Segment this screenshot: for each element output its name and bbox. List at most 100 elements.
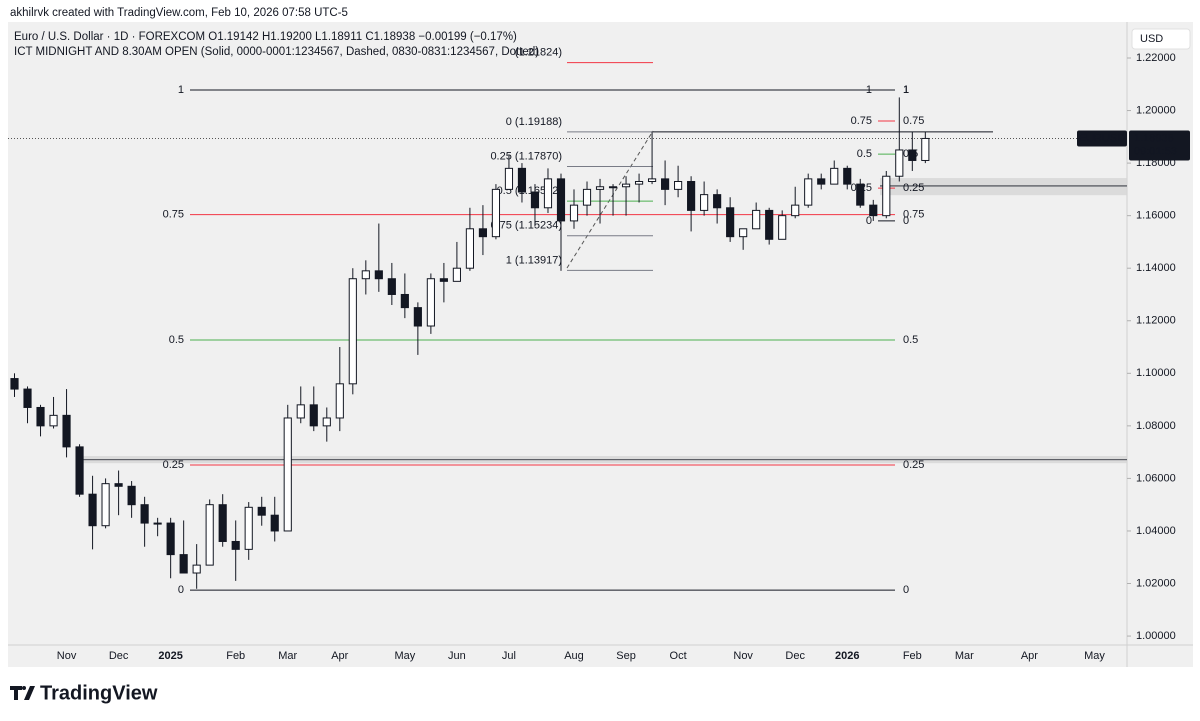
candle-body [713, 194, 722, 209]
fib-label: 0 [178, 584, 184, 596]
fib-label: 0.5 [903, 334, 918, 346]
fib-label: 0 [866, 215, 872, 227]
candle-body [114, 483, 123, 487]
price-tag-name: EURUSD [1079, 132, 1126, 144]
price-tag-value: 1.18938 [1134, 132, 1174, 144]
y-tick-label: 1.12000 [1136, 315, 1176, 327]
fib-label: 0 [903, 584, 909, 596]
candle-body [192, 564, 201, 574]
x-tick-label: Mar [955, 650, 974, 662]
candle-body [283, 417, 292, 532]
candle-body [687, 180, 696, 211]
candle-body [843, 167, 852, 185]
currency-box[interactable] [1131, 28, 1191, 50]
candle-body [647, 178, 657, 182]
candle-body [895, 149, 904, 177]
candle-body [36, 406, 45, 427]
candle-body [752, 209, 761, 230]
candle-body [387, 278, 396, 295]
candle-body [908, 149, 917, 161]
fib-label: 1 [178, 84, 184, 96]
candle-body [426, 278, 435, 327]
fib-label: 0.5 [169, 334, 184, 346]
candle-body [270, 514, 279, 532]
x-tick-label: Feb [903, 650, 922, 662]
candle-body [439, 278, 448, 282]
fib-label: 0.5 [857, 148, 872, 160]
candle-body [582, 188, 592, 206]
price-tag-countdown: 09:01:53 [1134, 145, 1177, 157]
candle-body [739, 228, 748, 238]
currency[interactable]: USD [1140, 33, 1163, 45]
fib-label: 0.25 [163, 459, 184, 471]
candle-body [49, 414, 58, 427]
fib-label: 0.75 [851, 115, 872, 127]
x-tick-label: Jun [448, 650, 466, 662]
y-tick-label: 1.02000 [1136, 577, 1176, 589]
candle-body [674, 180, 683, 190]
candle-body [621, 183, 631, 188]
x-tick-label: Dec [785, 650, 805, 662]
candle-body [634, 180, 644, 185]
x-tick-label: Mar [278, 650, 297, 662]
x-tick-label: 2025 [158, 650, 182, 662]
x-tick-label: Sep [616, 650, 636, 662]
candle-body [465, 228, 474, 269]
trend-line [566, 130, 654, 269]
candle-body [400, 293, 409, 309]
candle-body [869, 204, 878, 217]
candle-body [543, 178, 553, 209]
candle-body [205, 504, 214, 566]
fib-label: (1.21824) [515, 47, 562, 59]
y-tick-label: 1.10000 [1136, 367, 1176, 379]
credit: akhilrvk created with TradingView.com, F… [10, 7, 348, 19]
candle-body [257, 506, 266, 516]
candle-body [517, 167, 527, 193]
fib-label: 0.25 [903, 459, 924, 471]
candle-body [452, 267, 461, 282]
candle-body [218, 504, 227, 542]
fib-label: 1 [903, 84, 909, 96]
candle-body [361, 270, 370, 280]
x-tick-label: Apr [331, 650, 348, 662]
candle-body [830, 167, 839, 185]
candle-body [88, 493, 97, 527]
y-tick-label: 1.22000 [1136, 52, 1176, 64]
fib-label: 0 [903, 215, 909, 227]
candle-body [765, 209, 774, 240]
fib-label: 0.25 [903, 182, 924, 194]
candle-body [778, 215, 787, 240]
candle-body [817, 178, 826, 185]
candle-body [322, 417, 331, 427]
x-tick-label: Aug [564, 650, 584, 662]
candle-body [700, 194, 709, 211]
candle-body [726, 207, 735, 238]
candle-body [62, 414, 71, 448]
y-tick-label: 1.00000 [1136, 630, 1176, 642]
x-tick-label: Nov [57, 650, 77, 662]
candle-body [856, 183, 865, 206]
x-tick-label: Dec [109, 650, 129, 662]
candle-body [882, 175, 891, 217]
candle-body [661, 178, 670, 190]
fib-label: 1 (1.13917) [506, 254, 562, 266]
candle-body [608, 186, 618, 189]
fib-label: 1 [903, 84, 909, 96]
logo-icon [10, 686, 35, 700]
fib-label: 0 (1.19188) [506, 116, 562, 128]
fib-label: 0.75 [903, 115, 924, 127]
fib-label: 0.75 (1.15234) [490, 220, 562, 232]
candle-body [166, 522, 175, 556]
candle-body [348, 278, 357, 385]
candle-body [556, 178, 566, 222]
candle-body [153, 522, 162, 525]
candle-body [530, 191, 540, 209]
candle-body [179, 554, 188, 574]
candle-body [413, 307, 422, 327]
logo-dot [22, 686, 26, 690]
x-tick-label: May [394, 650, 415, 662]
candle-body [75, 446, 84, 495]
logo-text: TradingView [40, 682, 158, 704]
logo [10, 686, 35, 700]
